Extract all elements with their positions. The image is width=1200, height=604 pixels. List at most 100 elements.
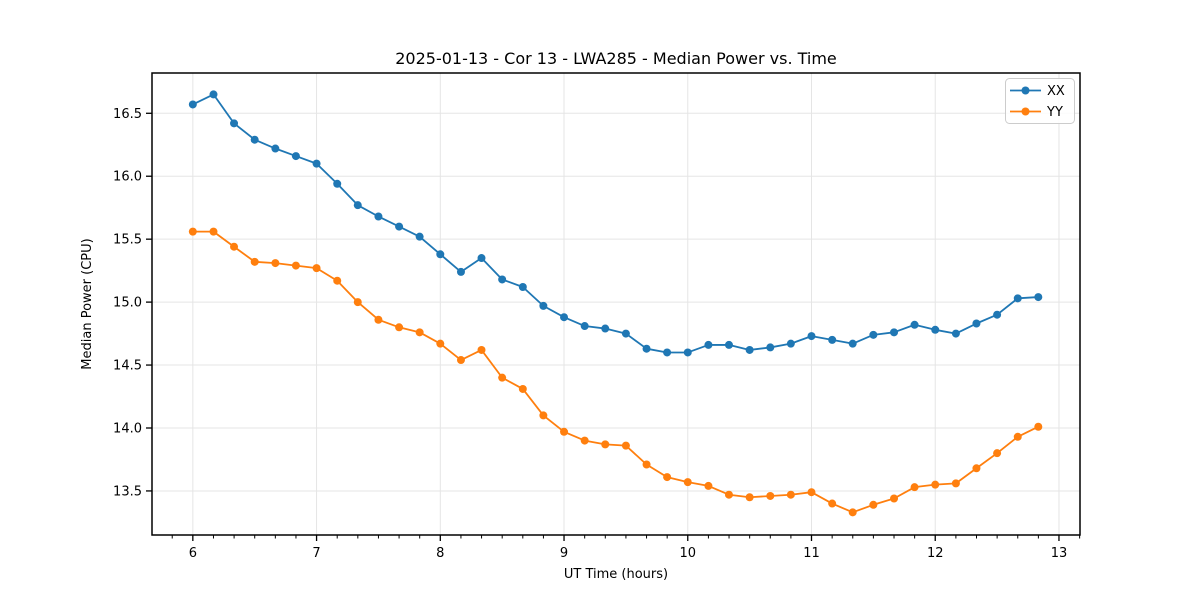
data-point-marker: [951, 329, 960, 338]
data-point-marker: [601, 324, 610, 333]
data-point-marker: [724, 490, 733, 499]
data-point-marker: [560, 427, 569, 436]
data-point-marker: [374, 212, 383, 221]
data-point-marker: [1013, 294, 1022, 303]
x-tick-label: 8: [436, 546, 444, 561]
y-tick-label: 16.0: [113, 170, 142, 185]
data-point-marker: [353, 201, 362, 210]
data-point-marker: [209, 90, 218, 99]
data-point-marker: [188, 100, 197, 109]
data-point-marker: [580, 322, 589, 331]
legend-label-yy: YY: [1046, 105, 1063, 120]
data-point-marker: [230, 242, 239, 251]
x-axis-label: UT Time (hours): [564, 567, 668, 582]
axis-ticks: [146, 112, 1081, 541]
data-point-marker: [456, 267, 465, 276]
data-point-marker: [951, 479, 960, 488]
x-tick-label: 9: [560, 546, 568, 561]
data-point-marker: [1013, 432, 1022, 441]
data-point-marker: [333, 276, 342, 285]
legend-marker-yy: [1021, 107, 1030, 116]
data-point-marker: [250, 257, 259, 266]
data-point-marker: [374, 315, 383, 324]
data-point-marker: [560, 313, 569, 322]
legend-label-xx: XX: [1047, 84, 1065, 99]
data-point-marker: [869, 500, 878, 509]
data-series: [188, 90, 1043, 517]
data-point-marker: [766, 491, 775, 500]
data-point-marker: [683, 348, 692, 357]
x-tick-label: 13: [1051, 546, 1068, 561]
data-point-marker: [972, 319, 981, 328]
data-point-marker: [972, 464, 981, 473]
data-point-marker: [333, 179, 342, 188]
data-point-marker: [807, 332, 816, 341]
data-point-marker: [993, 310, 1002, 319]
data-point-marker: [395, 323, 404, 332]
data-point-marker: [642, 460, 651, 469]
data-point-marker: [869, 330, 878, 339]
plot-border: [151, 72, 1081, 536]
y-tick-label: 14.0: [113, 421, 142, 436]
data-point-marker: [766, 343, 775, 352]
legend-entry-yy: YY: [1010, 105, 1063, 120]
data-point-marker: [477, 254, 486, 263]
x-tick-label: 10: [679, 546, 696, 561]
data-point-marker: [188, 227, 197, 236]
data-point-marker: [890, 328, 899, 337]
data-point-marker: [704, 340, 713, 349]
legend-entry-xx: XX: [1010, 84, 1065, 99]
data-point-marker: [539, 301, 548, 310]
x-tick-labels: 6 7 8 9 10 11 12 13: [189, 546, 1068, 561]
data-point-marker: [436, 250, 445, 259]
data-point-marker: [498, 373, 507, 382]
data-point-marker: [663, 348, 672, 357]
data-point-marker: [621, 441, 630, 450]
data-point-marker: [848, 508, 857, 517]
data-point-marker: [786, 490, 795, 499]
data-point-marker: [848, 339, 857, 348]
data-point-marker: [828, 499, 837, 508]
data-point-marker: [291, 152, 300, 161]
y-tick-label: 14.5: [113, 359, 142, 374]
data-point-marker: [724, 340, 733, 349]
data-point-marker: [539, 411, 548, 420]
legend: XX YY: [1005, 78, 1075, 124]
x-tick-label: 6: [189, 546, 197, 561]
data-point-marker: [518, 384, 527, 393]
data-point-marker: [271, 144, 280, 153]
data-point-marker: [910, 483, 919, 492]
data-point-marker: [890, 494, 899, 503]
data-point-marker: [312, 264, 321, 273]
data-point-marker: [518, 283, 527, 292]
x-tick-label: 11: [803, 546, 820, 561]
data-point-marker: [477, 345, 486, 354]
data-point-marker: [312, 159, 321, 168]
data-point-marker: [353, 298, 362, 307]
data-point-marker: [745, 345, 754, 354]
plot-area: [152, 73, 1080, 535]
y-axis-label: Median Power (CPU): [80, 238, 95, 369]
y-tick-label: 16.5: [113, 107, 142, 122]
data-point-marker: [807, 488, 816, 497]
data-point-marker: [910, 320, 919, 329]
data-point-marker: [250, 135, 259, 144]
data-point-marker: [1034, 422, 1043, 431]
data-point-marker: [291, 261, 300, 270]
data-point-marker: [828, 335, 837, 344]
data-point-marker: [209, 227, 218, 236]
data-point-marker: [271, 259, 280, 268]
series-yy: [188, 227, 1043, 517]
data-point-marker: [931, 480, 940, 489]
data-point-marker: [580, 436, 589, 445]
data-point-marker: [931, 325, 940, 334]
data-point-marker: [230, 119, 239, 128]
data-point-marker: [601, 440, 610, 449]
y-tick-label: 15.5: [113, 233, 142, 248]
data-point-marker: [663, 473, 672, 482]
data-point-marker: [786, 339, 795, 348]
legend-marker-xx: [1021, 86, 1030, 95]
chart-title: 2025-01-13 - Cor 13 - LWA285 - Median Po…: [395, 49, 837, 68]
data-point-marker: [683, 478, 692, 487]
